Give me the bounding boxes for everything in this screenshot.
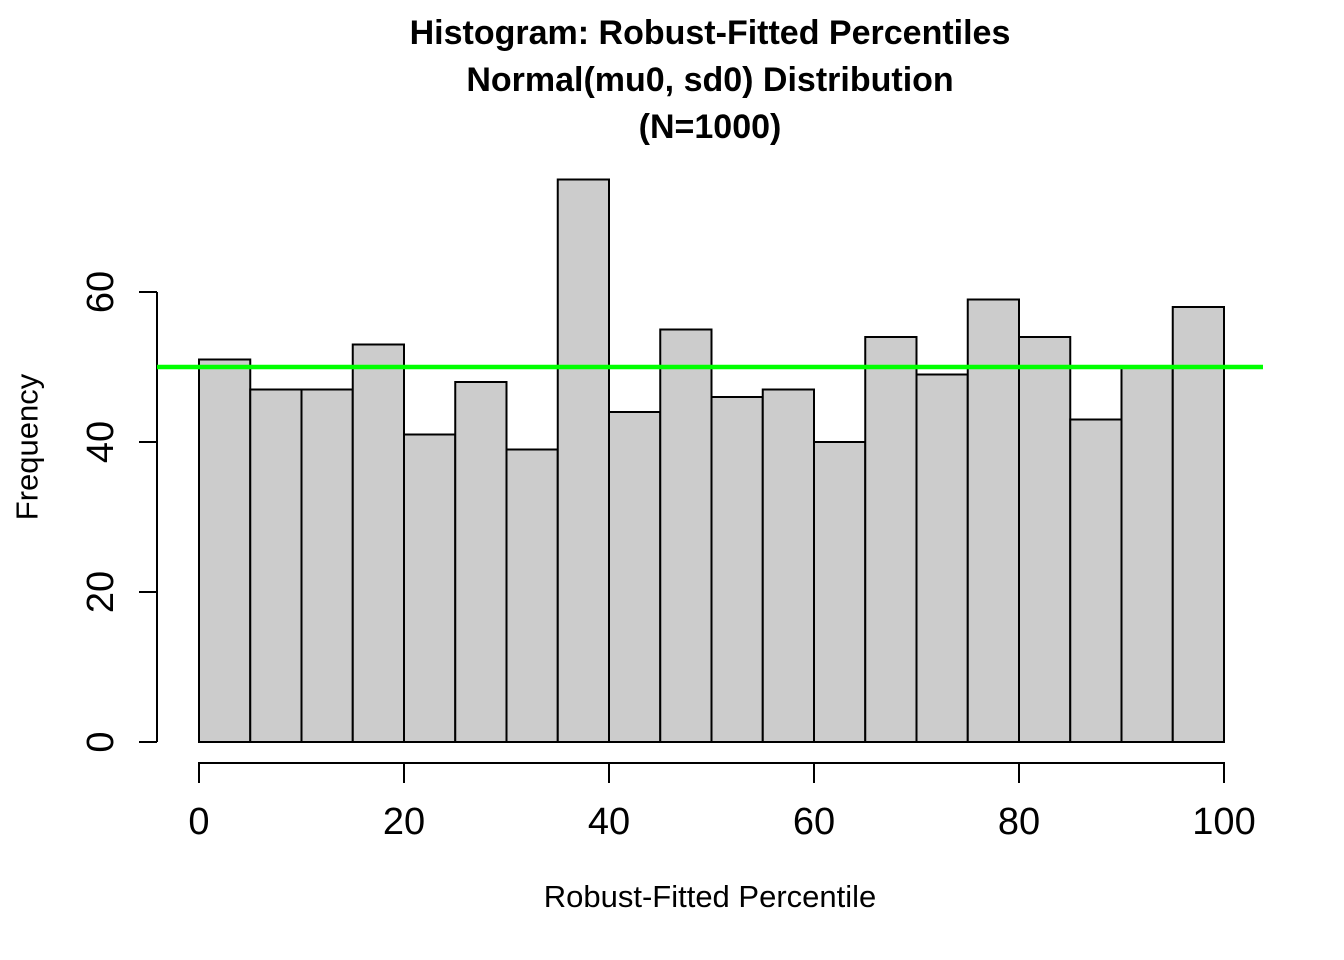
- y-tick-label: 0: [80, 731, 122, 752]
- histogram-bar: [403, 433, 457, 743]
- x-tick-label: 100: [1192, 801, 1255, 843]
- y-tick-label: 40: [80, 421, 122, 463]
- histogram-bar: [761, 388, 815, 743]
- y-tick-label: 20: [80, 571, 122, 613]
- x-tick-label: 0: [188, 801, 209, 843]
- x-tick-label: 20: [383, 801, 425, 843]
- histogram-bar: [1018, 336, 1072, 743]
- histogram-bar: [710, 396, 764, 743]
- histogram-bar: [249, 388, 303, 743]
- histogram-bar: [454, 381, 508, 743]
- x-axis-title: Robust-Fitted Percentile: [543, 879, 877, 914]
- histogram-bar: [1120, 366, 1174, 743]
- histogram-bar: [915, 373, 969, 743]
- chart-title: Histogram: Robust-Fitted Percentiles Nor…: [410, 10, 1011, 151]
- histogram-bar: [864, 336, 918, 743]
- chart-title-line-3: (N=1000): [638, 108, 782, 146]
- y-axis-title: Frequency: [9, 373, 45, 521]
- x-tick-label: 80: [998, 801, 1040, 843]
- histogram-bar: [351, 343, 405, 743]
- histogram-bar: [813, 441, 867, 743]
- histogram-bar: [659, 328, 713, 743]
- histogram-bar: [505, 448, 559, 743]
- histogram-bar: [1171, 306, 1225, 743]
- histogram-bar: [1069, 418, 1123, 743]
- histogram-bar: [966, 298, 1020, 743]
- histogram-bar: [198, 358, 252, 743]
- x-tick-label: 60: [793, 801, 835, 843]
- y-tick-label: 60: [80, 271, 122, 313]
- chart-title-line-2: Normal(mu0, sd0) Distribution: [466, 61, 954, 99]
- histogram-bar: [556, 178, 610, 743]
- chart-title-line-1: Histogram: Robust-Fitted Percentiles: [409, 14, 1011, 52]
- x-tick-label: 40: [588, 801, 630, 843]
- histogram-bar: [300, 388, 354, 743]
- histogram-bar: [608, 411, 662, 743]
